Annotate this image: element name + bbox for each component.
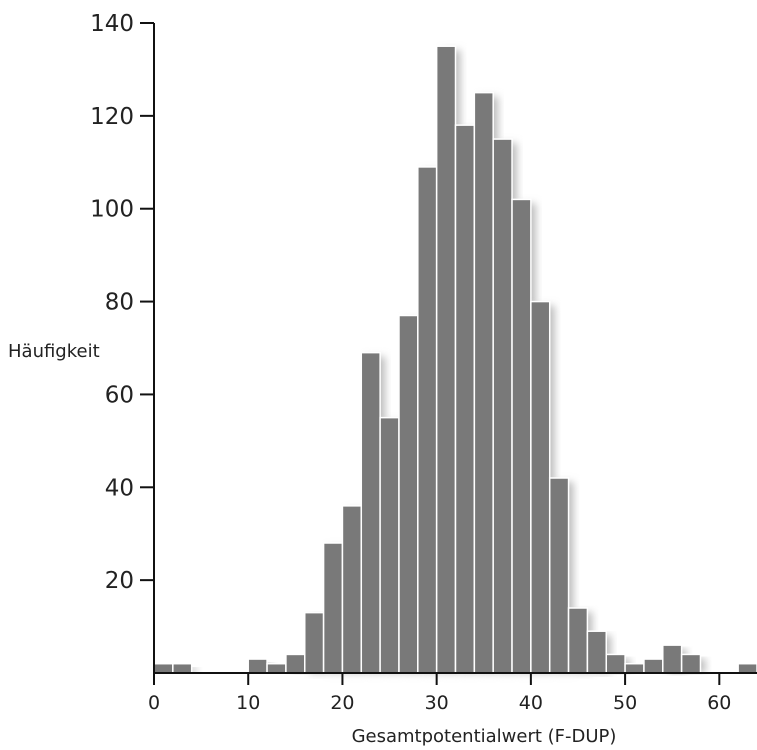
histogram-bar-26-28 xyxy=(398,314,419,674)
histogram-bar-16-18 xyxy=(304,611,325,674)
x-tick-label-60: 60 xyxy=(707,692,731,714)
histogram-bar-36-38 xyxy=(492,138,513,674)
y-tick-label-40: 40 xyxy=(105,475,134,501)
x-tick-label-50: 50 xyxy=(613,692,637,714)
histogram-bar-34-36 xyxy=(473,91,494,674)
histogram-bar-38-40 xyxy=(511,198,532,674)
y-tick-label-20: 20 xyxy=(105,568,134,594)
x-tick-label-10: 10 xyxy=(236,692,260,714)
x-axis-ticks: 0 10 20 30 40 50 60 xyxy=(148,673,731,714)
histogram-bar-40-42 xyxy=(530,300,551,674)
histogram-bar-24-26 xyxy=(379,416,400,674)
histogram-bar-42-44 xyxy=(548,477,570,674)
histogram-bar-32-34 xyxy=(454,124,476,674)
histogram-bar-52-54 xyxy=(643,658,664,674)
histogram-bars xyxy=(153,45,757,674)
x-tick-label-30: 30 xyxy=(425,692,449,714)
histogram-bar-0-2 xyxy=(153,662,174,674)
histogram-bar-46-48 xyxy=(586,630,607,674)
y-axis-ticks: 20 40 60 80 100 120 140 xyxy=(90,11,154,594)
axes xyxy=(153,23,757,674)
x-tick-label-20: 20 xyxy=(330,692,354,714)
histogram-bar-22-24 xyxy=(360,351,381,674)
histogram-bar-56-58 xyxy=(680,653,702,674)
y-tick-label-140: 140 xyxy=(90,11,134,37)
y-tick-label-100: 100 xyxy=(90,197,134,223)
histogram-bar-28-30 xyxy=(417,166,438,674)
histogram-bar-50-52 xyxy=(624,662,645,674)
histogram-bar-20-22 xyxy=(341,505,363,674)
histogram-bar-30-32 xyxy=(435,45,457,674)
y-tick-label-60: 60 xyxy=(105,382,134,408)
histogram-bar-48-50 xyxy=(605,653,626,674)
histogram-bar-14-16 xyxy=(285,653,306,674)
histogram-bar-44-46 xyxy=(567,607,589,674)
y-axis-title: Häufigkeit xyxy=(8,341,100,362)
y-tick-label-80: 80 xyxy=(105,290,134,316)
histogram-bar-18-20 xyxy=(322,542,344,674)
x-axis-title: Gesamtpotentialwert (F-DUP) xyxy=(352,726,617,747)
histogram-bar-12-14 xyxy=(266,662,287,674)
x-tick-label-0: 0 xyxy=(148,692,160,714)
y-tick-label-120: 120 xyxy=(90,104,134,130)
x-tick-label-40: 40 xyxy=(519,692,543,714)
histogram-bar-10-12 xyxy=(247,658,268,674)
histogram-bar-62-64 xyxy=(737,662,757,674)
histogram-bar-2-4 xyxy=(172,662,193,674)
histogram-bar-54-56 xyxy=(662,644,683,674)
